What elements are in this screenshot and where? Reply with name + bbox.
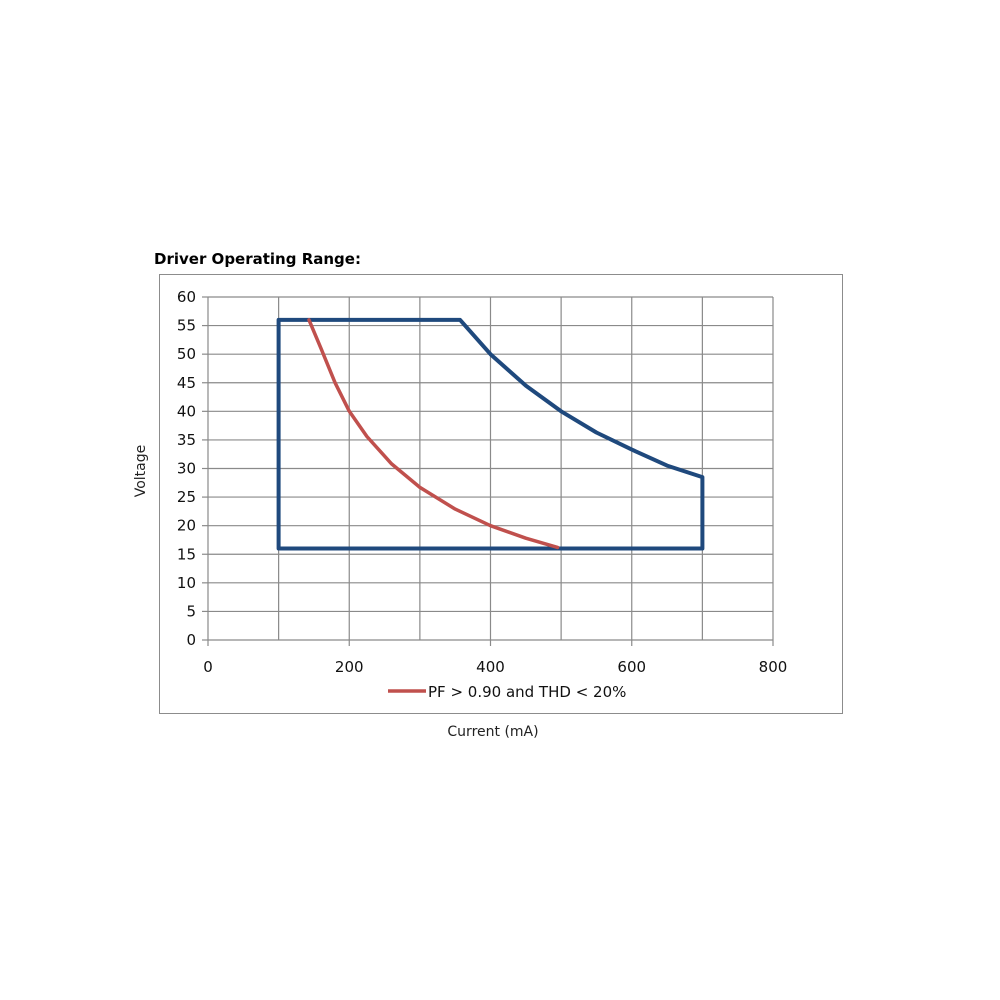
- x-tick-label: 400: [476, 658, 505, 676]
- chart-title: Driver Operating Range:: [154, 250, 361, 268]
- y-tick-label: 0: [186, 631, 196, 649]
- y-tick-label: 45: [177, 374, 196, 392]
- y-tick-label: 30: [177, 460, 196, 478]
- y-tick-label: 5: [186, 602, 196, 620]
- chart-frame: [159, 274, 843, 714]
- y-tick-label: 35: [177, 431, 196, 449]
- y-tick-label: 40: [177, 402, 196, 420]
- legend-label: PF > 0.90 and THD < 20%: [428, 683, 626, 701]
- operating-range-boundary-line: [276, 317, 705, 551]
- x-axis-title: Current (mA): [447, 724, 539, 740]
- x-tick-label: 600: [617, 658, 646, 676]
- y-tick-label: 20: [177, 517, 196, 535]
- x-tick-label: 800: [759, 658, 788, 676]
- y-tick-label: 50: [177, 345, 196, 363]
- y-axis-title: Voltage: [133, 444, 149, 498]
- pf-thd-curve-line: [307, 318, 560, 550]
- y-tick-label: 25: [177, 488, 196, 506]
- y-tick-label: 15: [177, 545, 196, 563]
- x-tick-label: 200: [335, 658, 364, 676]
- x-tick-label: 0: [203, 658, 213, 676]
- series-layer: [276, 317, 705, 551]
- y-tick-label: 10: [177, 574, 196, 592]
- y-tick-label: 60: [177, 288, 196, 306]
- y-tick-label: 55: [177, 317, 196, 335]
- legend: PF > 0.90 and THD < 20%: [388, 683, 626, 701]
